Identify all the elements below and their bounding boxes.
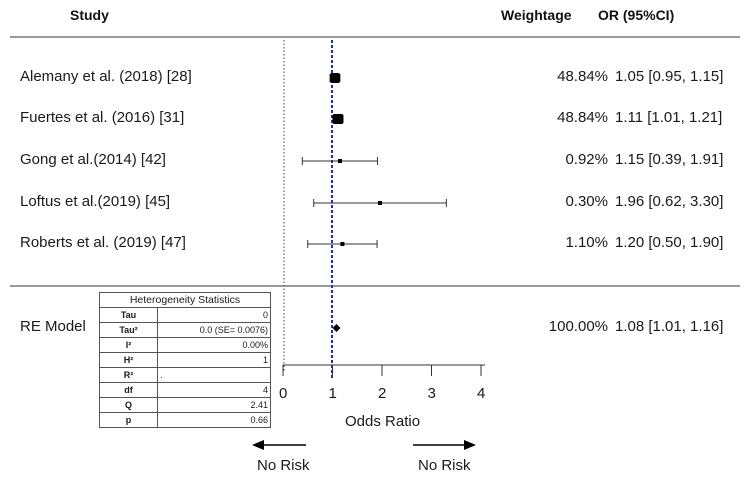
study-ci-5: 1.20 [0.50, 1.90] [615, 234, 724, 251]
heterogeneity-value: 0.00% [157, 337, 271, 353]
study-weight-5: 1.10% [565, 234, 608, 251]
x-tick-label-4: 4 [477, 385, 486, 402]
x-tick-label-0: 0 [279, 385, 288, 402]
heterogeneity-key: Tau [99, 307, 158, 323]
study-ci-2: 1.11 [1.01, 1.21] [615, 109, 723, 126]
right-arrow-icon [464, 440, 476, 450]
heterogeneity-row: R². [99, 367, 271, 383]
heterogeneity-key: Q [99, 397, 158, 413]
heterogeneity-row: Q 2.41 [99, 397, 271, 413]
heterogeneity-value: 0.66 [157, 412, 271, 428]
heterogeneity-key: p [99, 412, 158, 428]
heterogeneity-key: Tau² [99, 322, 158, 338]
heterogeneity-key: R² [99, 367, 158, 383]
header-or-ci: OR (95%CI) [598, 7, 675, 23]
x-tick-label-1: 1 [328, 385, 337, 402]
heterogeneity-key: df [99, 382, 158, 398]
summary-weight: 100.00% [548, 318, 608, 335]
left-arrow-icon [252, 440, 264, 450]
study-weight-4: 0.30% [565, 193, 608, 210]
study-label-1: Alemany et al. (2018) [28] [20, 68, 192, 85]
summary-diamond [332, 324, 341, 332]
heterogeneity-value: 4 [157, 382, 271, 398]
x-tick-label-2: 2 [378, 385, 387, 402]
heterogeneity-row: Tau² 0.0 (SE= 0.0076) [99, 322, 271, 338]
study-label-3: Gong et al.(2014) [42] [20, 151, 166, 168]
heterogeneity-row: H² 1 [99, 352, 271, 368]
heterogeneity-row: Tau 0 [99, 307, 271, 323]
study-label-5: Roberts et al. (2019) [47] [20, 234, 186, 251]
study-weight-3: 0.92% [565, 151, 608, 168]
study-ci-1: 1.05 [0.95, 1.15] [615, 68, 724, 85]
point-estimate-4 [378, 201, 383, 205]
heterogeneity-title: Heterogeneity Statistics [99, 292, 271, 308]
heterogeneity-value: 2.41 [157, 397, 271, 413]
x-tick-label-3: 3 [427, 385, 436, 402]
summary-label: RE Model [20, 318, 86, 335]
point-estimate-2 [332, 114, 344, 124]
summary-ci: 1.08 [1.01, 1.16] [615, 318, 724, 335]
heterogeneity-key: I² [99, 337, 158, 353]
study-ci-3: 1.15 [0.39, 1.91] [615, 151, 724, 168]
heterogeneity-table: Heterogeneity Statistics Tau 0 Tau² 0.0 (SE… [99, 292, 271, 428]
study-weight-2: 48.84% [557, 109, 608, 126]
heterogeneity-key: H² [99, 352, 158, 368]
point-estimate-5 [340, 242, 345, 246]
heterogeneity-value: 1 [157, 352, 271, 368]
direction-label-right: No Risk [418, 457, 471, 474]
heterogeneity-row: p 0.66 [99, 412, 271, 428]
heterogeneity-value: 0 [157, 307, 271, 323]
heterogeneity-value: 0.0 (SE= 0.0076) [157, 322, 271, 338]
study-weight-1: 48.84% [557, 68, 608, 85]
direction-label-left: No Risk [257, 457, 310, 474]
header-study: Study [70, 7, 109, 23]
study-label-4: Loftus et al.(2019) [45] [20, 193, 171, 210]
heterogeneity-value: . [157, 367, 271, 383]
heterogeneity-row: df 4 [99, 382, 271, 398]
header-weightage: Weightage [501, 7, 572, 23]
x-axis-label: Odds Ratio [345, 413, 421, 430]
study-ci-4: 1.96 [0.62, 3.30] [615, 193, 724, 210]
point-estimate-3 [337, 159, 342, 163]
heterogeneity-row: I² 0.00% [99, 337, 271, 353]
point-estimate-1 [329, 73, 340, 83]
study-label-2: Fuertes et al. (2016) [31] [20, 109, 185, 126]
